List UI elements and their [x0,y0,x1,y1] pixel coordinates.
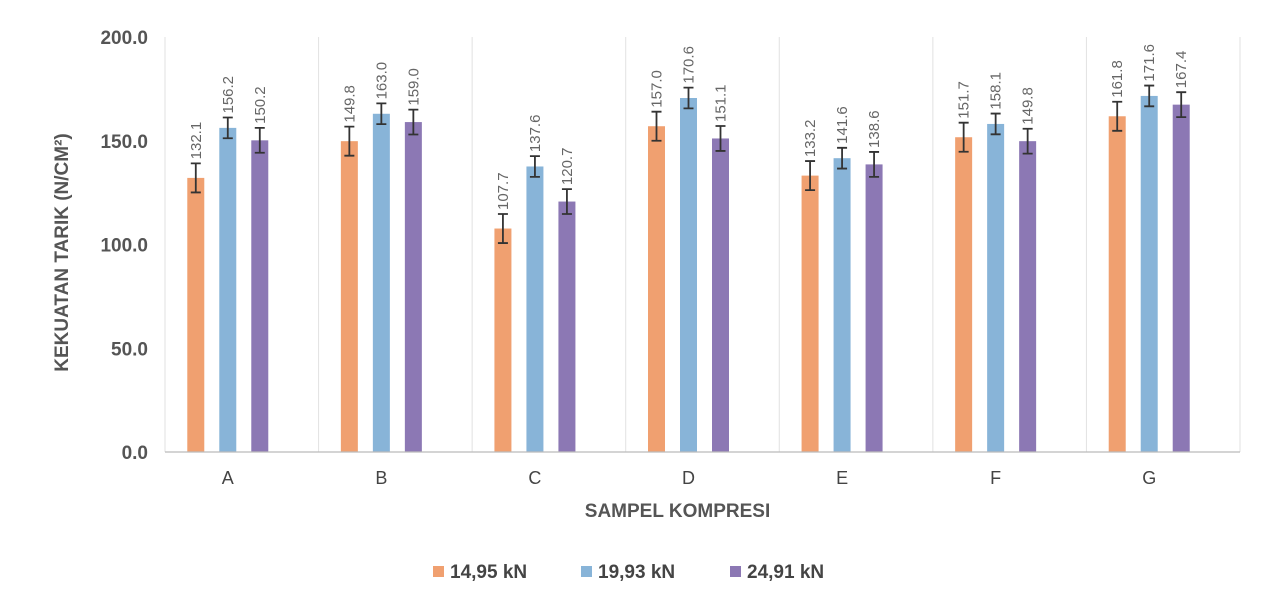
bar [712,138,729,452]
error-bar [561,188,572,215]
bar [219,127,237,452]
legend-item: 19,93 kN [581,562,675,583]
data-label: 170.6 [681,46,698,84]
legend-item: 14,95 kN [433,562,527,583]
x-tick-labels: A B C D E F G [222,468,1156,488]
gridlines [164,37,1241,452]
error-bar [254,126,265,154]
error-bar [837,146,848,170]
y-tick-label: 200.0 [100,28,148,49]
y-tick-labels: 0.0 50.0 100.0 150.0 200.0 [100,28,148,464]
legend-label: 24,91 kN [747,562,824,583]
error-bar [529,155,540,178]
data-label: 141.6 [834,106,851,144]
bar [955,137,973,452]
y-tick-label: 0.0 [122,443,148,464]
error-bar [497,213,508,244]
data-label: 167.4 [1173,51,1190,89]
legend-swatch [581,566,592,577]
x-tick-label: B [375,468,387,488]
x-tick-label: A [222,468,234,488]
x-tick-label: C [528,468,541,488]
error-bar [1176,91,1187,118]
data-labels: 132.1 156.2 150.2 149.8 163.0 159.0 107.7 137.6… [188,44,1190,210]
data-label: 161.8 [1109,60,1126,98]
bar [833,158,851,452]
error-bar [1112,100,1123,132]
error-bar [408,108,419,136]
legend: 14,95 kN 19,93 kN 24,91 kN [433,562,824,583]
data-label: 151.1 [713,84,730,122]
y-tick-label: 150.0 [100,132,148,153]
legend-swatch [730,566,741,577]
error-bar [958,121,969,153]
y-tick-label: 100.0 [100,236,148,257]
y-axis-title: KEKUATAN TARIK (N/CM²) [52,133,73,372]
bar [648,126,665,452]
data-label: 159.0 [405,68,422,106]
data-label: 151.7 [956,81,973,119]
data-label: 120.7 [559,148,576,186]
x-axis-title: SAMPEL KOMPRESI [585,501,770,522]
error-bar [344,125,355,157]
bar [1172,104,1190,453]
x-tick-label: E [836,468,848,488]
error-bar [376,102,387,126]
error-bar [715,125,726,152]
legend-label: 14,95 kN [450,562,527,583]
error-bar [651,110,662,142]
bar [865,164,883,452]
bar [404,122,422,452]
bar [187,177,205,452]
bar [987,123,1005,452]
bar [1108,116,1126,452]
bar [558,201,576,452]
bar [340,141,358,453]
data-label: 133.2 [802,120,819,158]
data-label: 149.8 [341,85,358,123]
data-label: 156.2 [220,76,237,114]
data-label: 150.2 [252,86,269,124]
bar [372,113,390,453]
data-label: 138.6 [866,110,883,148]
error-bar [869,151,880,178]
error-bar [1144,84,1155,108]
bar [1019,141,1037,453]
error-bar [1022,127,1033,155]
x-tick-label: G [1142,468,1156,488]
data-label: 171.6 [1141,44,1158,82]
data-label: 149.8 [1020,87,1037,125]
bar [526,166,544,453]
x-tick-label: D [682,468,695,488]
legend-item: 24,91 kN [730,562,824,583]
data-label: 163.0 [373,62,390,100]
data-label: 158.1 [988,72,1005,110]
error-bar [190,162,201,194]
data-label: 107.7 [495,172,512,210]
data-label: 137.6 [527,115,544,153]
data-label: 132.1 [188,122,205,160]
legend-label: 19,93 kN [598,562,675,583]
bar [801,175,819,453]
y-tick-label: 50.0 [111,339,148,360]
data-label: 157.0 [649,70,666,108]
error-bar [990,112,1001,136]
legend-swatch [433,566,444,577]
error-bar [805,160,816,192]
bar [1140,95,1158,453]
x-tick-label: F [990,468,1001,488]
bar [680,98,697,452]
error-bar [222,116,233,140]
bars [187,84,1190,453]
error-bar [683,86,694,110]
bar [494,228,512,452]
bar [251,140,269,452]
